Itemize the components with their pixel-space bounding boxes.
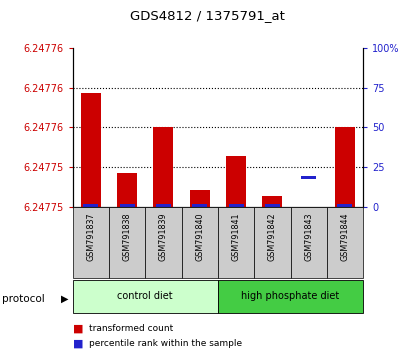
Text: ▶: ▶ — [61, 294, 68, 304]
Bar — [83, 204, 98, 207]
Text: GSM791844: GSM791844 — [340, 213, 349, 261]
Bar — [73, 207, 109, 278]
Bar — [154, 127, 173, 207]
Bar — [335, 127, 355, 207]
Text: GSM791840: GSM791840 — [195, 213, 204, 261]
Text: control diet: control diet — [117, 291, 173, 302]
Bar — [109, 207, 145, 278]
Bar — [218, 207, 254, 278]
Bar — [145, 207, 181, 278]
Bar — [181, 207, 218, 278]
Text: percentile rank within the sample: percentile rank within the sample — [89, 339, 242, 348]
Text: GSM791838: GSM791838 — [122, 213, 132, 261]
Bar — [229, 204, 244, 207]
Text: GSM791843: GSM791843 — [304, 213, 313, 261]
Bar — [190, 190, 210, 207]
Bar — [120, 204, 134, 207]
Text: ■: ■ — [73, 338, 83, 348]
Text: ■: ■ — [73, 324, 83, 333]
Bar — [254, 207, 290, 278]
Bar — [117, 173, 137, 207]
Bar — [337, 204, 352, 207]
Bar — [156, 204, 171, 207]
Text: GDS4812 / 1375791_at: GDS4812 / 1375791_at — [130, 9, 285, 22]
Text: GSM791841: GSM791841 — [232, 213, 241, 261]
Text: protocol: protocol — [2, 294, 45, 304]
Text: GSM791837: GSM791837 — [86, 213, 95, 261]
Bar — [81, 93, 101, 207]
Bar — [73, 280, 218, 313]
Text: high phosphate diet: high phosphate diet — [242, 291, 339, 302]
Bar — [327, 207, 363, 278]
Bar — [265, 204, 280, 207]
Bar — [301, 176, 316, 179]
Bar — [218, 280, 363, 313]
Text: GSM791839: GSM791839 — [159, 213, 168, 261]
Bar — [192, 204, 207, 207]
Bar — [290, 207, 327, 278]
Text: GSM791842: GSM791842 — [268, 213, 277, 261]
Bar — [262, 196, 282, 207]
Text: transformed count: transformed count — [89, 324, 173, 333]
Bar — [226, 156, 246, 207]
